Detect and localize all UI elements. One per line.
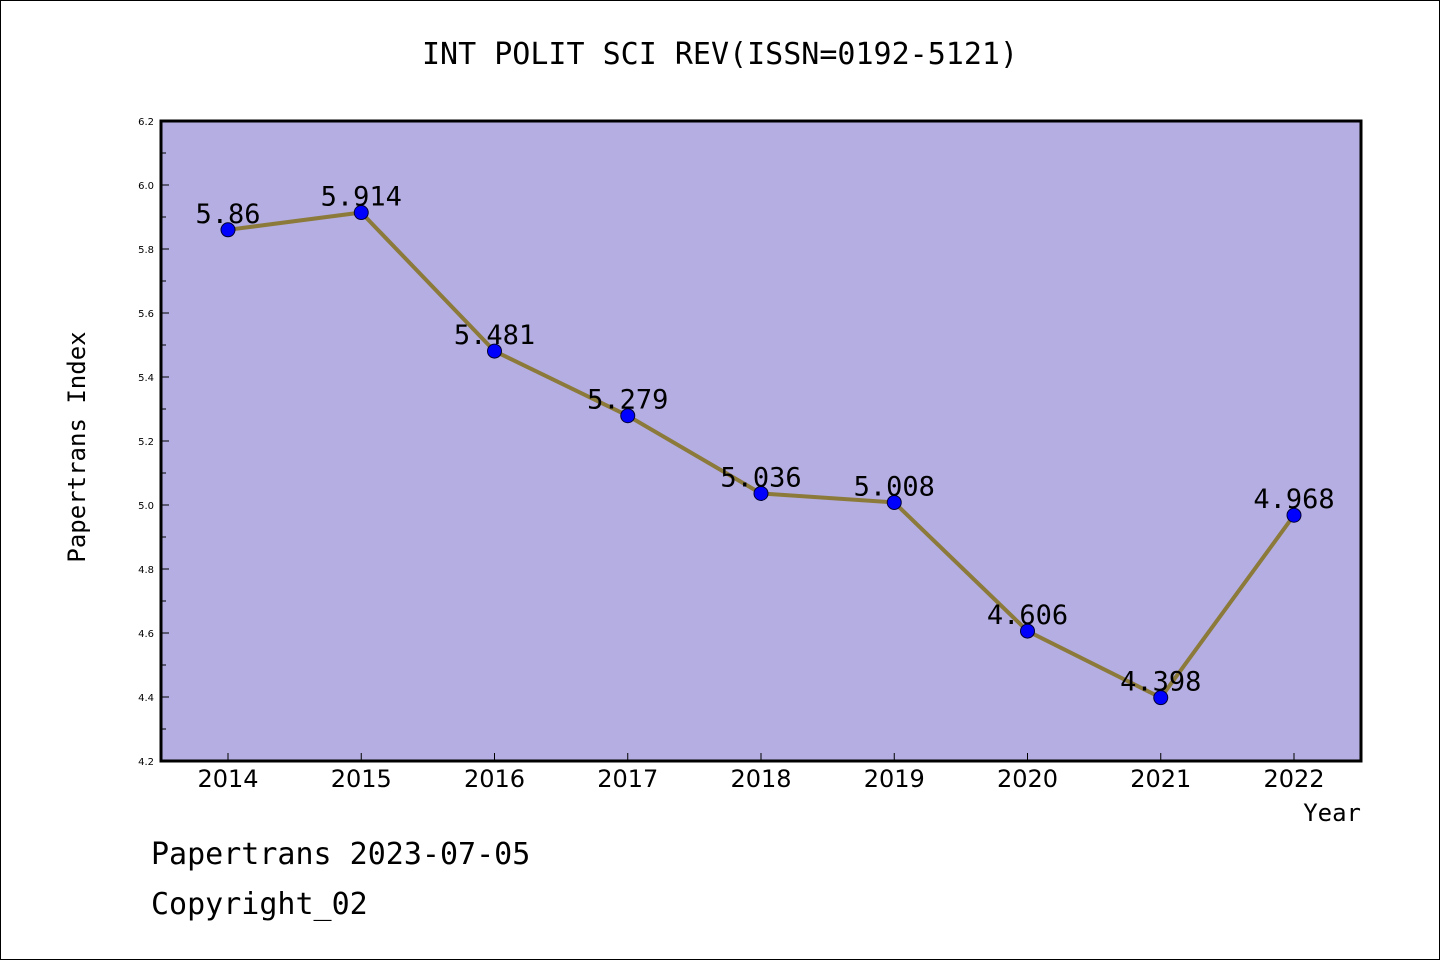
y-tick-label: 5.4 [138,373,154,384]
y-tick-label: 4.6 [138,629,154,640]
y-axis-label: Papertrans Index [63,331,91,562]
x-tick-label: 2014 [197,765,258,793]
y-tick-label: 5.2 [138,437,154,448]
data-point-2016 [487,343,502,359]
x-tick-label: 2021 [1130,765,1191,793]
x-tick-label: 2020 [997,765,1058,793]
data-point-2018 [753,485,769,501]
data-point-2022 [1286,507,1302,523]
data-label-2022: 4.968 [1253,484,1334,515]
y-tick-label: 4.8 [138,565,154,576]
data-point-2019 [886,494,902,510]
x-tick-label: 2018 [730,765,791,793]
data-point-2015 [353,205,369,221]
footer-date: Papertrans 2023-07-05 [151,837,531,872]
data-point-2021 [1153,690,1169,706]
data-label-2017: 5.279 [587,385,668,416]
data-label-2014: 5.86 [195,199,260,230]
data-point-2014 [220,222,236,238]
y-tick-label: 5.8 [138,245,154,256]
y-tick-label: 5.6 [138,309,154,320]
data-label-2020: 4.606 [987,600,1068,631]
data-label-2018: 5.036 [720,462,801,493]
x-tick-label: 2019 [864,765,925,793]
x-tick-label: 2016 [464,765,525,793]
data-point-2017 [620,408,636,424]
y-tick-label: 6.2 [138,117,154,128]
chart-title: INT POLIT SCI REV(ISSN=0192-5121) [421,37,1019,72]
data-label-2015: 5.914 [321,182,402,213]
x-tick-label: 2022 [1263,765,1324,793]
y-tick-label: 6.0 [138,181,154,192]
data-label-2016: 5.481 [454,320,535,351]
data-label-2021: 4.398 [1120,667,1201,698]
plot-area [159,119,1363,763]
data-label-2019: 5.008 [854,471,935,502]
x-tick-label: 2017 [597,765,658,793]
y-tick-label: 4.4 [138,693,154,704]
y-tick-label: 4.2 [138,757,154,768]
y-tick-label: 5.0 [138,501,154,512]
x-axis-label: Year [1303,799,1361,827]
x-tick-label: 2015 [331,765,392,793]
data-point-2020 [1020,623,1035,639]
footer-copyright: Copyright_02 [151,887,368,922]
